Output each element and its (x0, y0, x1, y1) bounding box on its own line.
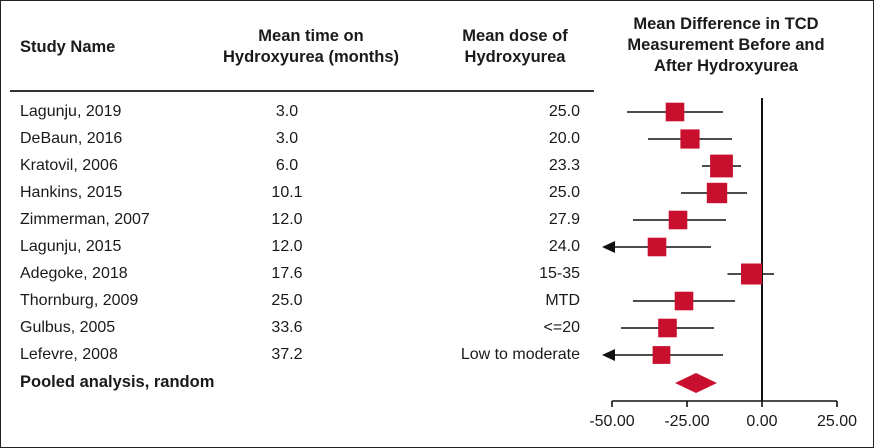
study-dose: Low to moderate (460, 346, 580, 363)
header-rule (10, 90, 594, 92)
effect-marker (706, 182, 728, 204)
study-dose: 24.0 (548, 238, 580, 255)
header-mean-dose-line1: Mean dose of (462, 27, 568, 45)
study-dose: 15-35 (539, 265, 580, 282)
study-time: 17.6 (271, 265, 303, 282)
study-name: Thornburg, 2009 (20, 292, 139, 309)
effect-marker (665, 102, 685, 122)
study-time: 33.6 (271, 319, 303, 336)
effect-marker (668, 210, 688, 230)
header-study-name: Study Name (20, 37, 115, 58)
header-mean-time: Mean time on Hydroxyurea (months) (186, 26, 436, 68)
study-time: 6.0 (275, 157, 299, 174)
study-name: Adegoke, 2018 (20, 265, 128, 282)
effect-marker (647, 237, 667, 257)
x-tick-label: -50.00 (589, 413, 634, 430)
study-name: Lagunju, 2019 (20, 103, 122, 120)
header-mean-difference-line3: After Hydroxyurea (654, 57, 798, 75)
effect-marker (658, 318, 677, 338)
header-mean-time-line1: Mean time on (258, 27, 364, 45)
study-dose: 25.0 (548, 103, 580, 120)
x-tick-label: 25.00 (817, 413, 857, 430)
header-mean-time-line2: Hydroxyurea (months) (222, 48, 400, 66)
ci-arrow-left (602, 241, 615, 253)
effect-marker (741, 263, 762, 285)
header-mean-difference-line2: Measurement Before and (627, 36, 825, 54)
header-mean-dose: Mean dose of Hydroxyurea (440, 26, 590, 68)
header-mean-dose-line2: Hydroxyurea (464, 48, 566, 66)
pooled-diamond (675, 373, 717, 393)
study-name: Hankins, 2015 (20, 184, 123, 201)
header-mean-difference: Mean Difference in TCD Measurement Befor… (576, 14, 874, 77)
study-name: Kratovil, 2006 (20, 157, 118, 174)
study-dose: <=20 (543, 319, 580, 336)
header-mean-difference-line1: Mean Difference in TCD (633, 15, 819, 33)
study-name: DeBaun, 2016 (20, 130, 123, 147)
study-dose: 23.3 (548, 157, 580, 174)
x-tick-label: 0.00 (746, 413, 777, 430)
pooled-label: Pooled analysis, random (20, 373, 215, 391)
effect-marker (680, 129, 700, 149)
study-name: Zimmerman, 2007 (20, 211, 150, 228)
study-dose: 25.0 (548, 184, 580, 201)
ci-arrow-left (602, 349, 615, 361)
study-time: 37.2 (271, 346, 303, 363)
study-time: 3.0 (275, 130, 299, 147)
study-time: 12.0 (271, 238, 303, 255)
study-name: Gulbus, 2005 (20, 319, 116, 336)
study-name: Lagunju, 2015 (20, 238, 122, 255)
study-time: 25.0 (271, 292, 303, 309)
effect-marker (652, 346, 671, 364)
study-dose: 27.9 (548, 211, 580, 228)
study-time: 12.0 (271, 211, 303, 228)
effect-marker (710, 154, 733, 178)
study-name: Lefevre, 2008 (20, 346, 118, 363)
effect-marker (674, 291, 694, 311)
study-time: 3.0 (275, 103, 299, 120)
x-tick-label: -25.00 (664, 413, 709, 430)
study-dose: 20.0 (548, 130, 580, 147)
study-dose: MTD (545, 292, 580, 309)
header-study-name-text: Study Name (20, 38, 116, 56)
study-time: 10.1 (271, 184, 303, 201)
